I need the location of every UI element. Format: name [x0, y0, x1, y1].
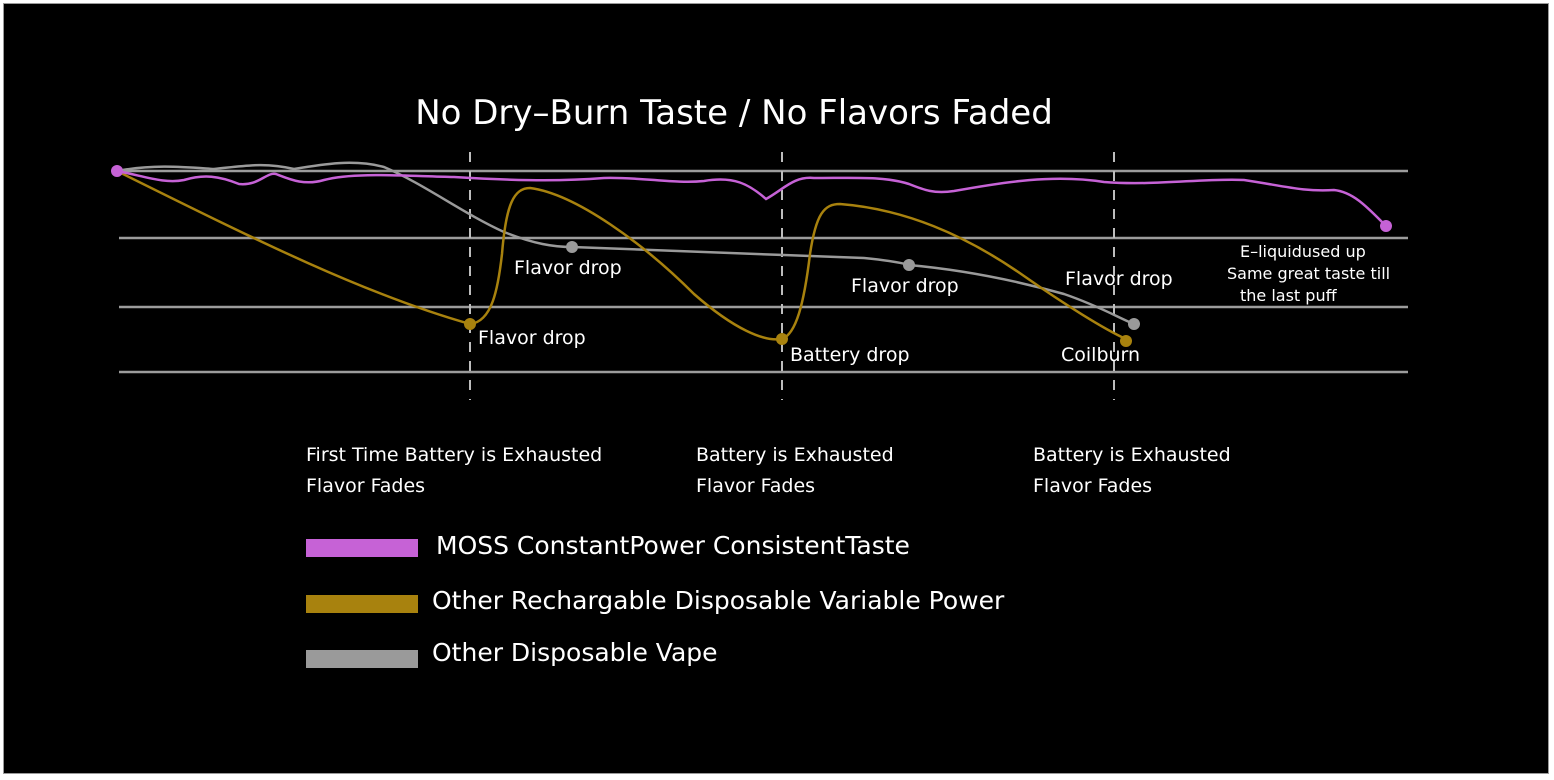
- series-point-purple-end: [1380, 220, 1392, 232]
- stage-caption-2-line-1: Battery is Exhausted: [696, 444, 894, 466]
- stage-caption-3-line-1: Battery is Exhausted: [1033, 444, 1231, 466]
- series-point-gold-3: [1120, 335, 1132, 347]
- annotation-flavor-drop-gold-1: Flavor drop: [478, 327, 586, 349]
- stage-caption-1-line-2: Flavor Fades: [306, 475, 425, 497]
- stage-caption-3-line-2: Flavor Fades: [1033, 475, 1152, 497]
- series-point-grey-3: [1128, 318, 1140, 330]
- legend-swatch-grey: [306, 650, 418, 668]
- chart: No Dry–Burn Taste / No Flavors Faded Fla…: [111, 93, 1408, 668]
- stage-caption-1-line-1: First Time Battery is Exhausted: [306, 444, 602, 466]
- chart-frame: No Dry–Burn Taste / No Flavors Faded Fla…: [3, 3, 1549, 774]
- annotation-same-great-taste: Same great taste till: [1227, 264, 1390, 283]
- legend-label-purple: MOSS ConstantPower ConsistentTaste: [436, 531, 910, 560]
- series-line-gold: [116, 169, 1127, 341]
- legend-swatch-gold: [306, 595, 418, 613]
- annotation-last-puff: the last puff: [1240, 286, 1338, 305]
- series-point-gold-2: [776, 333, 788, 345]
- annotation-battery-drop: Battery drop: [790, 344, 910, 366]
- chart-title: No Dry–Burn Taste / No Flavors Faded: [415, 93, 1053, 133]
- series-point-grey-2: [903, 259, 915, 271]
- series-point-gold-1: [464, 318, 476, 330]
- series-line-grey: [116, 161, 1135, 326]
- series-point-purple-start: [111, 165, 123, 177]
- annotation-flavor-drop-grey-1: Flavor drop: [514, 257, 622, 279]
- annotation-eliquid-used-up: E–liquidused up: [1240, 242, 1366, 261]
- annotation-coil-burn: Coilburn: [1061, 344, 1140, 366]
- series-line-purple: [116, 169, 1387, 227]
- legend-swatch-purple: [306, 539, 418, 557]
- annotation-flavor-drop-grey-2: Flavor drop: [851, 275, 959, 297]
- annotation-flavor-drop-grey-3: Flavor drop: [1065, 268, 1173, 290]
- series-point-grey-1: [566, 241, 578, 253]
- legend-label-grey: Other Disposable Vape: [432, 638, 718, 667]
- legend-label-gold: Other Rechargable Disposable Variable Po…: [432, 586, 1005, 615]
- stage-caption-2-line-2: Flavor Fades: [696, 475, 815, 497]
